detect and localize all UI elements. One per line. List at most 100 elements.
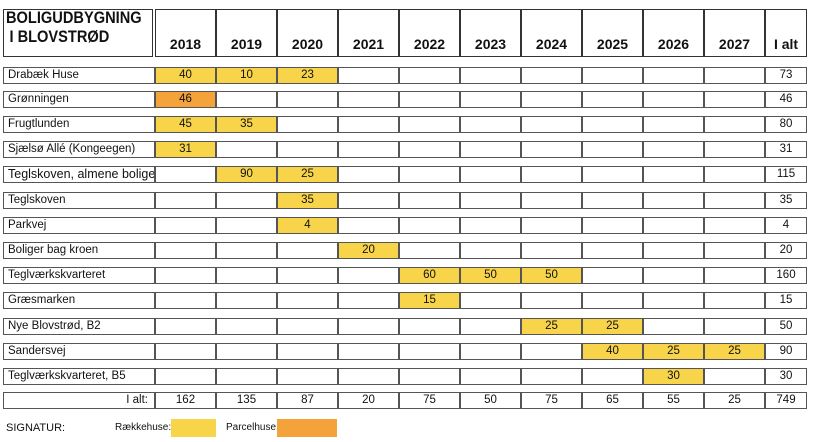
year-header-label: 2020 xyxy=(291,36,324,52)
row-cell-2022 xyxy=(399,166,460,183)
year-header-label: 2022 xyxy=(413,36,446,52)
row-cell-2020 xyxy=(277,91,338,108)
row-total: 160 xyxy=(765,267,807,284)
row-cell-2026 xyxy=(643,141,704,158)
row-cell-2025 xyxy=(582,67,643,84)
row-cell-2020 xyxy=(277,141,338,158)
sum-cell-2019: 135 xyxy=(216,392,277,409)
row-cell-2027 xyxy=(704,318,765,335)
row-cell-2026 xyxy=(643,267,704,284)
row-name: Boliger bag kroen xyxy=(3,242,155,259)
row-cell-2020 xyxy=(277,343,338,360)
sum-label: I alt: xyxy=(3,392,155,409)
row-cell-2021 xyxy=(338,67,399,84)
year-header-label: 2019 xyxy=(230,36,263,52)
row-cell-2018 xyxy=(155,217,216,234)
sum-cell-2020: 87 xyxy=(277,392,338,409)
year-header-2023: 2023 xyxy=(460,9,521,57)
row-cell-2024: 25 xyxy=(521,318,582,335)
row-cell-2024 xyxy=(521,91,582,108)
row-cell-2024 xyxy=(521,217,582,234)
legend: SIGNATUR: Rækkehuse: Parcelhuse: xyxy=(0,419,816,437)
row-cell-2024 xyxy=(521,242,582,259)
total-header: I alt xyxy=(765,9,807,57)
row-cell-2023: 50 xyxy=(460,267,521,284)
year-header-2019: 2019 xyxy=(216,9,277,57)
row-cell-2027 xyxy=(704,192,765,209)
row-cell-2020 xyxy=(277,368,338,385)
year-header-2022: 2022 xyxy=(399,9,460,57)
row-cell-2021 xyxy=(338,166,399,183)
row-cell-2019 xyxy=(216,141,277,158)
year-header-2024: 2024 xyxy=(521,9,582,57)
row-cell-2020: 35 xyxy=(277,192,338,209)
row-cell-2022 xyxy=(399,116,460,133)
row-cell-2021 xyxy=(338,343,399,360)
row-cell-2024 xyxy=(521,141,582,158)
row-cell-2020: 4 xyxy=(277,217,338,234)
row-name: Drabæk Huse xyxy=(3,67,155,84)
sum-cell-2027: 25 xyxy=(704,392,765,409)
row-cell-2018: 46 xyxy=(155,91,216,108)
row-cell-2022 xyxy=(399,91,460,108)
row-cell-2023 xyxy=(460,116,521,133)
row-total: 15 xyxy=(765,292,807,309)
row-cell-2021 xyxy=(338,368,399,385)
row-cell-2021 xyxy=(338,141,399,158)
row-cell-2019 xyxy=(216,91,277,108)
row-cell-2022 xyxy=(399,318,460,335)
row-cell-2026 xyxy=(643,91,704,108)
row-cell-2022 xyxy=(399,368,460,385)
row-name: Sjælsø Allé (Kongeegen) xyxy=(3,141,155,158)
row-cell-2018 xyxy=(155,292,216,309)
row-cell-2021 xyxy=(338,217,399,234)
row-cell-2021 xyxy=(338,91,399,108)
row-cell-2020 xyxy=(277,116,338,133)
row-cell-2018 xyxy=(155,318,216,335)
row-cell-2020: 25 xyxy=(277,166,338,183)
row-name: Teglværkskvarteret, B5 xyxy=(3,368,155,385)
row-cell-2022 xyxy=(399,217,460,234)
row-cell-2019: 90 xyxy=(216,166,277,183)
row-cell-2023 xyxy=(460,343,521,360)
row-cell-2023 xyxy=(460,141,521,158)
row-cell-2026 xyxy=(643,67,704,84)
year-header-2025: 2025 xyxy=(582,9,643,57)
row-cell-2025 xyxy=(582,267,643,284)
row-total: 20 xyxy=(765,242,807,259)
year-header-label: 2021 xyxy=(352,36,385,52)
row-cell-2020 xyxy=(277,267,338,284)
row-cell-2027 xyxy=(704,116,765,133)
row-cell-2020 xyxy=(277,242,338,259)
row-total: 31 xyxy=(765,141,807,158)
row-cell-2019 xyxy=(216,242,277,259)
year-header-label: 2023 xyxy=(474,36,507,52)
row-cell-2022 xyxy=(399,67,460,84)
row-cell-2025 xyxy=(582,292,643,309)
row-cell-2021: 20 xyxy=(338,242,399,259)
row-cell-2018 xyxy=(155,166,216,183)
title-line-1: BOLIGUDBYGNING xyxy=(6,8,142,27)
row-cell-2018 xyxy=(155,267,216,284)
row-cell-2020 xyxy=(277,292,338,309)
sum-cell-2018: 162 xyxy=(155,392,216,409)
row-cell-2026 xyxy=(643,318,704,335)
row-cell-2025: 40 xyxy=(582,343,643,360)
row-cell-2025 xyxy=(582,368,643,385)
row-cell-2020 xyxy=(277,318,338,335)
row-cell-2027 xyxy=(704,242,765,259)
row-total: 4 xyxy=(765,217,807,234)
year-header-label: 2024 xyxy=(535,36,568,52)
row-total: 80 xyxy=(765,116,807,133)
row-cell-2022 xyxy=(399,343,460,360)
row-cell-2021 xyxy=(338,267,399,284)
row-cell-2024 xyxy=(521,67,582,84)
row-cell-2019 xyxy=(216,217,277,234)
row-cell-2023 xyxy=(460,192,521,209)
row-name: Teglskoven xyxy=(3,192,155,209)
row-name: Sandersvej xyxy=(3,343,155,360)
row-cell-2019 xyxy=(216,267,277,284)
row-cell-2027 xyxy=(704,166,765,183)
row-cell-2019 xyxy=(216,343,277,360)
